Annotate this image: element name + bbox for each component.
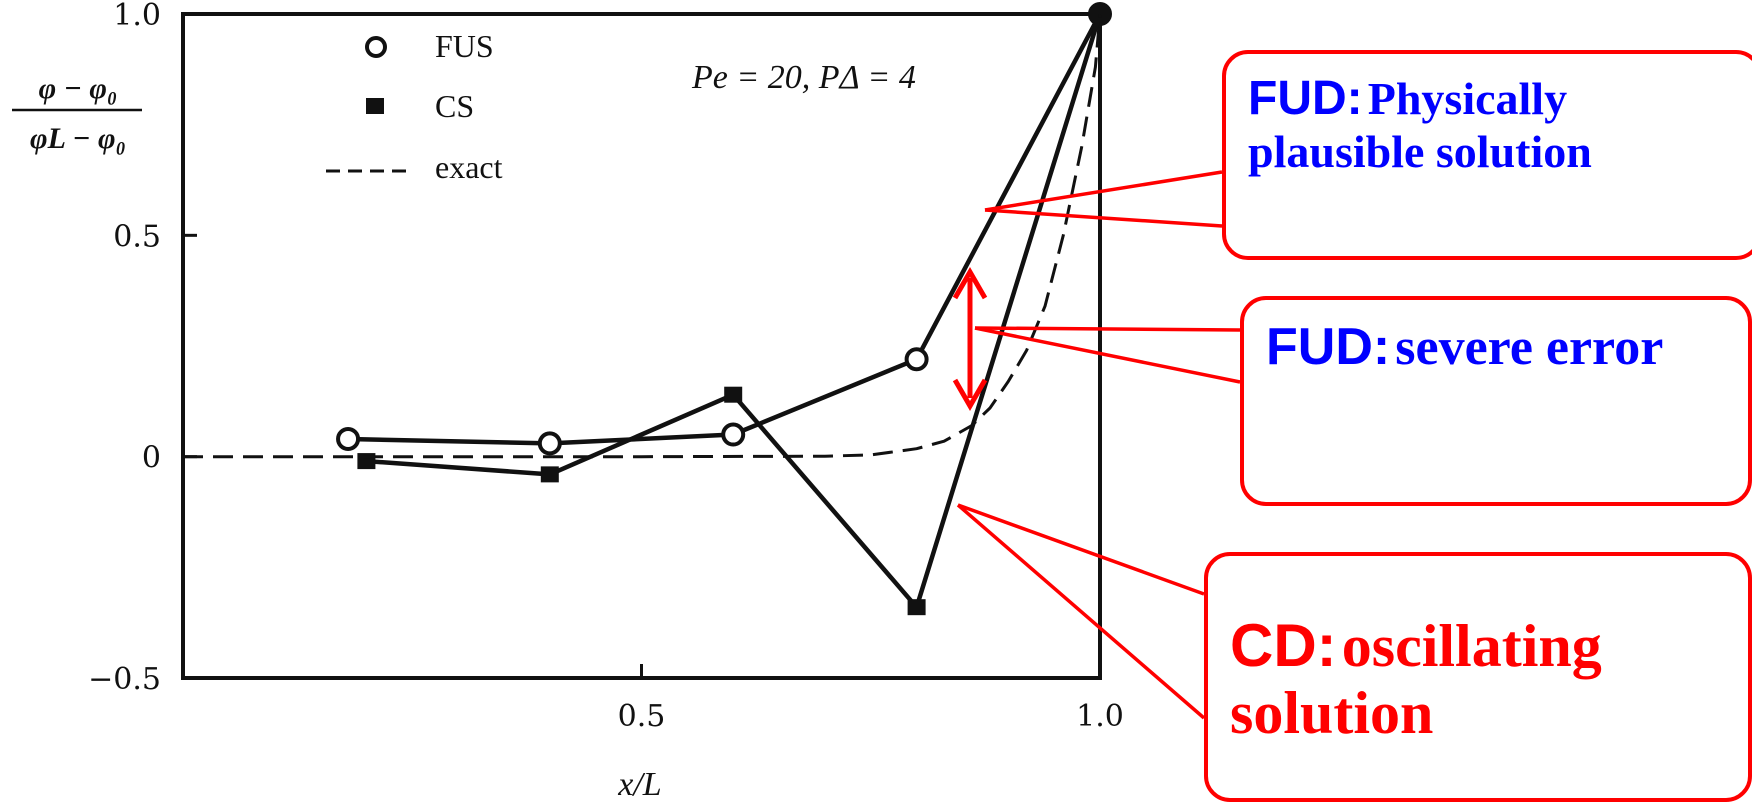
callout-fud-plausible-text: Physically plausible solution: [1248, 73, 1592, 177]
callout-cd-oscillating-head: CD:: [1230, 612, 1337, 679]
x-tick-label-1: 1.0: [1076, 699, 1124, 734]
legend-marker-fus: [365, 36, 387, 58]
pointer-cd-b: [956, 503, 1206, 720]
x-tick-label-0: 0.5: [618, 699, 666, 734]
legend-label-fus: FUS: [435, 28, 494, 64]
callout-fud-error-head: FUD:: [1266, 318, 1391, 376]
y-axis-label-denominator: φL − φ₀: [30, 122, 126, 155]
callout-cd-oscillating-text: oscillating solution: [1230, 613, 1602, 747]
plot-frame: [181, 12, 1102, 680]
callout-fud-error-text: severe error: [1395, 319, 1664, 376]
legend-label-exact: exact: [435, 149, 503, 185]
legend: FUS CS exact: [326, 28, 503, 185]
point-cs-1: [540, 466, 559, 483]
point-fus-1: [537, 431, 562, 456]
axes-layer: 1.0 0.5 0 −0.5 0.5 1.0: [88, 0, 1124, 734]
parameter-label: Pe = 20, PΔ = 4: [691, 59, 916, 96]
y-tick-label-2: 0: [142, 441, 161, 476]
error-double-arrow: [952, 266, 988, 412]
pointer-cd-a: [957, 503, 1205, 596]
point-fus-0: [336, 426, 361, 451]
callout-cd-oscillating: CD: oscillating solution: [1204, 552, 1752, 802]
legend-marker-cs: [366, 98, 384, 114]
y-tick-label-0: 1.0: [113, 0, 161, 33]
pointer-error-a: [974, 326, 1241, 332]
y-tick-label-3: −0.5: [88, 662, 161, 697]
point-cs-3: [907, 599, 926, 616]
point-cs-2: [724, 386, 743, 403]
callout-fud-plausible: FUD: Physically plausible solution: [1222, 50, 1752, 260]
legend-label-cs: CS: [435, 88, 474, 124]
callout-fud-error: FUD: severe error: [1240, 296, 1752, 506]
pointer-error-b: [974, 326, 1241, 384]
y-axis-label: φ − φ₀ φL − φ₀: [12, 72, 142, 155]
pointer-plausible-a: [984, 170, 1223, 212]
point-fus-2: [721, 422, 746, 447]
callout-fud-plausible-head: FUD:: [1248, 72, 1363, 125]
y-axis-label-numerator: φ − φ₀: [39, 72, 118, 105]
annotation-layer: [952, 170, 1241, 720]
series-layer: [183, 2, 1112, 616]
x-axis-label: x/L: [617, 766, 661, 803]
pointer-plausible-b: [984, 208, 1223, 228]
point-fus-3: [904, 347, 929, 372]
series-line-exact: [183, 13, 1102, 459]
y-tick-label-1: 0.5: [113, 219, 161, 254]
